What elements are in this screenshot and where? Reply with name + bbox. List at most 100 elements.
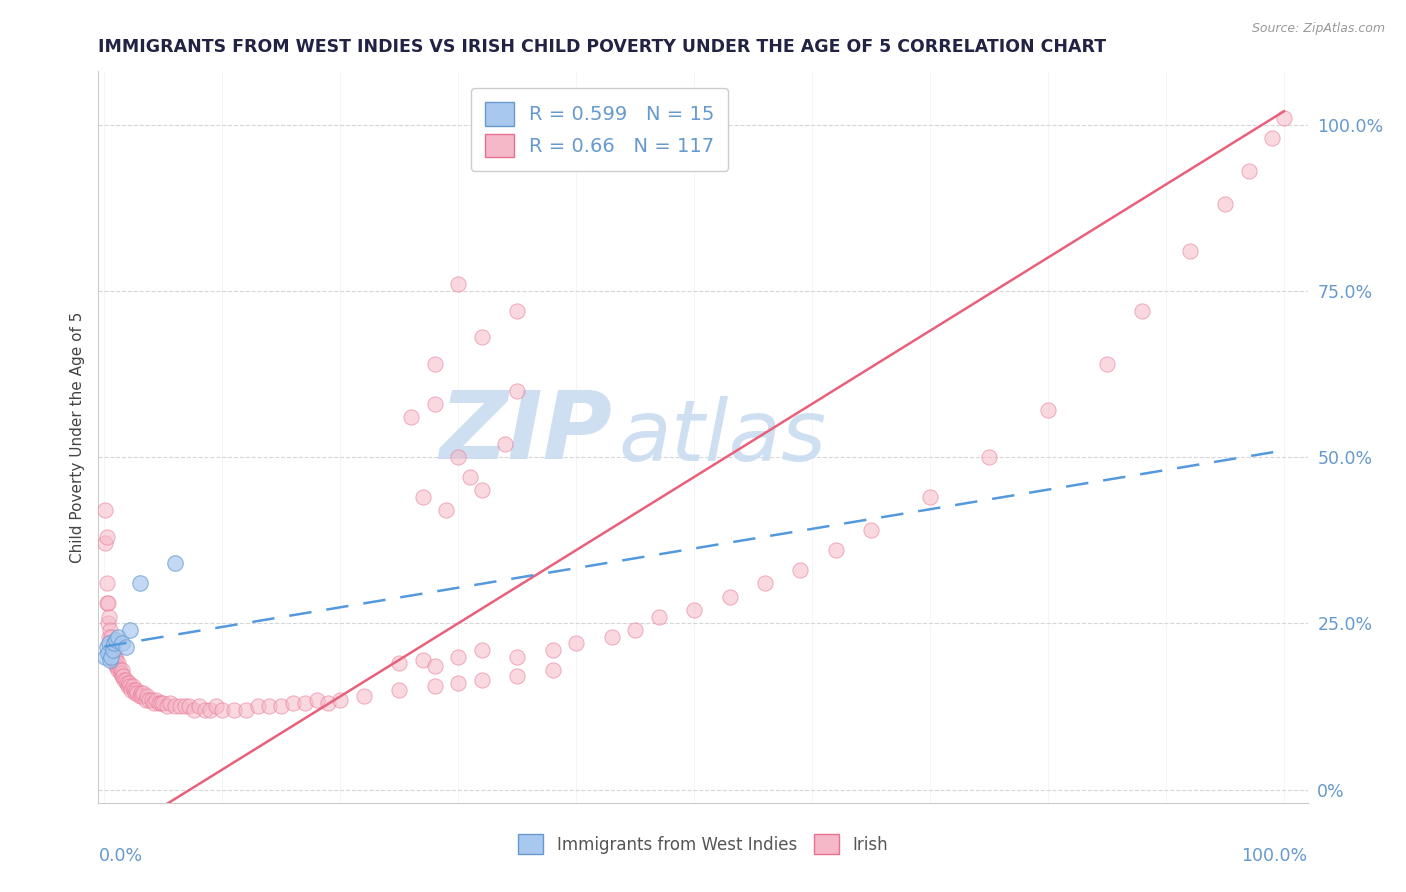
Point (101, 643, 124, 657)
Point (145, 692, 167, 706)
Point (447, 277, 470, 292)
Point (183, 703, 205, 717)
Point (120, 623, 142, 637)
Point (105, 653, 128, 667)
Point (246, 699, 269, 714)
Point (110, 666, 132, 681)
Point (624, 623, 647, 637)
Point (194, 703, 217, 717)
Point (388, 656, 411, 670)
Point (114, 640, 136, 654)
Text: 0.0%: 0.0% (98, 847, 142, 864)
Point (118, 676, 141, 690)
Y-axis label: Child Poverty Under the Age of 5: Child Poverty Under the Age of 5 (69, 311, 84, 563)
Point (98, 630, 121, 644)
Point (122, 682, 145, 697)
Point (124, 686, 146, 700)
Point (423, 659, 446, 673)
Text: Source: ZipAtlas.com: Source: ZipAtlas.com (1251, 22, 1385, 36)
Point (718, 590, 741, 604)
Point (789, 563, 811, 577)
Point (412, 653, 434, 667)
Point (105, 659, 128, 673)
Point (1261, 131, 1284, 145)
Point (860, 523, 883, 537)
Point (211, 703, 233, 717)
Point (129, 686, 152, 700)
Point (138, 692, 160, 706)
Text: IMMIGRANTS FROM WEST INDIES VS IRISH CHILD POVERTY UNDER THE AGE OF 5 CORRELATIO: IMMIGRANTS FROM WEST INDIES VS IRISH CHI… (98, 38, 1107, 56)
Point (105, 659, 128, 673)
Point (270, 699, 292, 714)
Point (120, 680, 142, 694)
Point (187, 699, 209, 714)
Point (127, 686, 149, 700)
Point (506, 669, 529, 683)
Point (305, 692, 328, 706)
Point (115, 676, 138, 690)
Point (112, 673, 135, 687)
Point (506, 649, 529, 664)
Point (235, 703, 257, 717)
Point (94, 536, 117, 550)
Point (112, 669, 135, 683)
Point (165, 557, 187, 571)
Point (141, 692, 163, 706)
Point (447, 676, 470, 690)
Point (114, 673, 136, 687)
Point (412, 490, 434, 504)
Point (104, 656, 127, 670)
Point (423, 357, 446, 371)
Text: 100.0%: 100.0% (1241, 847, 1308, 864)
Point (96, 530, 118, 544)
Text: atlas: atlas (619, 395, 827, 479)
Point (98, 623, 121, 637)
Point (101, 640, 124, 654)
Point (436, 503, 458, 517)
Point (458, 470, 481, 484)
Point (259, 699, 281, 714)
Point (565, 636, 588, 650)
Point (200, 703, 222, 717)
Point (353, 690, 375, 704)
Point (318, 696, 340, 710)
Point (683, 603, 706, 617)
Text: ZIP: ZIP (440, 387, 613, 479)
Point (754, 576, 776, 591)
Point (920, 490, 942, 504)
Point (107, 656, 129, 670)
Point (399, 410, 422, 425)
Point (447, 649, 470, 664)
Point (107, 630, 129, 644)
Point (111, 669, 134, 683)
Point (156, 699, 179, 714)
Point (97, 646, 120, 660)
Point (135, 690, 157, 704)
Point (159, 696, 181, 710)
Point (111, 663, 134, 677)
Point (96, 576, 118, 591)
Point (100, 630, 122, 644)
Point (471, 643, 494, 657)
Point (128, 576, 150, 591)
Point (103, 636, 125, 650)
Point (105, 632, 128, 647)
Point (1095, 357, 1118, 371)
Point (101, 649, 124, 664)
Point (128, 690, 150, 704)
Point (104, 649, 127, 664)
Point (506, 303, 529, 318)
Point (100, 649, 122, 664)
Point (149, 696, 172, 710)
Point (222, 703, 245, 717)
Point (294, 696, 316, 710)
Point (117, 680, 139, 694)
Point (96, 596, 118, 610)
Point (281, 696, 304, 710)
Point (447, 450, 470, 464)
Point (125, 682, 148, 697)
Point (471, 673, 494, 687)
Point (600, 630, 623, 644)
Point (103, 643, 125, 657)
Point (94, 503, 117, 517)
